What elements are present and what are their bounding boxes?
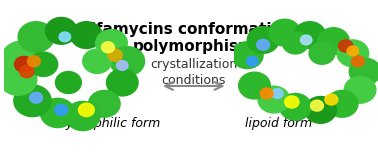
Circle shape [294,22,325,49]
Circle shape [56,72,81,93]
Circle shape [285,96,299,108]
Circle shape [318,28,349,55]
Circle shape [20,66,34,78]
Circle shape [59,32,71,42]
Circle shape [96,30,127,56]
Circle shape [337,40,369,67]
Circle shape [107,69,138,96]
Text: lipoid form: lipoid form [245,117,312,130]
Circle shape [339,40,353,52]
Text: Rifamycins conformational: Rifamycins conformational [79,22,308,37]
Circle shape [71,22,102,49]
Circle shape [325,94,338,105]
Circle shape [83,49,112,73]
Circle shape [45,17,77,44]
Circle shape [14,85,51,117]
Circle shape [269,19,301,46]
Circle shape [310,100,324,111]
Circle shape [231,42,263,68]
Circle shape [18,22,54,52]
Circle shape [309,42,335,64]
Circle shape [65,101,100,131]
Circle shape [29,52,58,76]
Circle shape [246,56,258,66]
Text: polymorphism: polymorphism [133,39,255,54]
Text: conditions: conditions [161,74,226,87]
Circle shape [258,86,290,113]
Circle shape [15,56,33,72]
Circle shape [282,32,308,54]
Circle shape [29,92,43,103]
Circle shape [305,97,336,123]
Circle shape [347,46,359,56]
Circle shape [239,72,270,99]
Circle shape [247,27,279,53]
Circle shape [40,98,75,128]
Circle shape [28,56,40,67]
Text: hydrophilic form: hydrophilic form [57,117,160,130]
Circle shape [257,39,270,50]
Circle shape [0,64,37,95]
Circle shape [280,93,311,120]
Circle shape [272,89,283,98]
Circle shape [2,41,42,75]
Circle shape [116,61,128,70]
Circle shape [110,47,144,76]
Circle shape [301,35,312,45]
Circle shape [108,49,122,61]
Circle shape [352,56,364,67]
Circle shape [88,90,120,117]
Text: crystallization: crystallization [150,58,237,71]
Circle shape [55,104,68,115]
Circle shape [79,103,94,117]
Circle shape [349,58,378,85]
Circle shape [326,90,358,117]
Circle shape [344,76,376,103]
Circle shape [260,88,273,99]
Circle shape [101,42,115,53]
